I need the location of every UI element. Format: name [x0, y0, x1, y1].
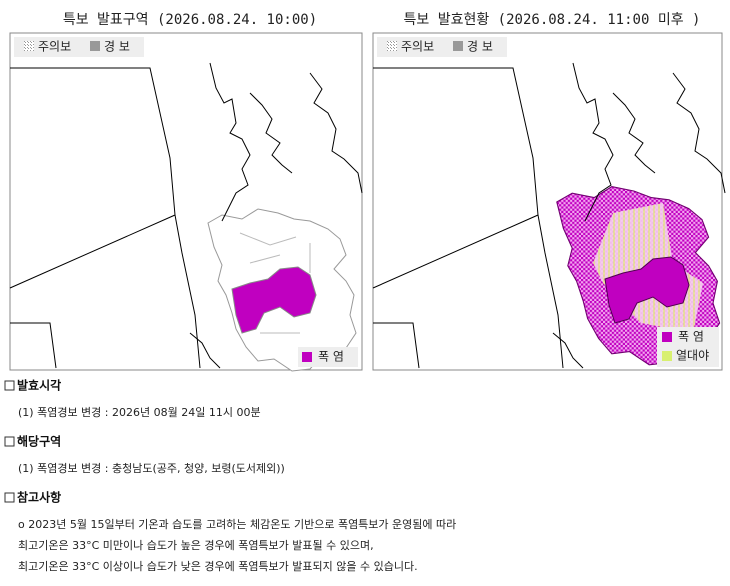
section-line: 최고기온은 33°C 이상이나 습도가 낮은 경우에 폭염특보가 발표되지 않을… — [18, 560, 418, 573]
box-marker — [4, 380, 15, 391]
map-title: 특보 발표구역 (2026.08.24. 10:00) — [63, 12, 317, 28]
box-marker — [4, 436, 15, 447]
sections: 발효시각 (1) 폭염경보 변경 : 2026년 08월 24일 11시 00분해… — [4, 378, 456, 573]
legend-text: 주의보 — [38, 40, 71, 54]
legend-text: 경 보 — [467, 40, 493, 54]
section-heading: 참고사항 — [17, 490, 61, 505]
section-line: 최고기온은 33°C 미만이나 습도가 높은 경우에 폭염특보가 발표될 수 있… — [18, 538, 374, 552]
section-heading: 발효시각 — [17, 378, 61, 393]
left-map: 주의보 경 보 폭 염 — [9, 32, 363, 372]
legend-text: 경 보 — [104, 40, 130, 54]
right-map: 주의보 경 보 폭 염 열대야 — [372, 32, 726, 371]
section-heading: 해당구역 — [17, 434, 61, 449]
legend-text: 열대야 — [676, 349, 709, 363]
map-title: 특보 발효현황 (2026.08.24. 11:00 미후 ) — [404, 12, 701, 28]
legend-text: 주의보 — [401, 40, 434, 54]
section-line: o 2023년 5월 15일부터 기온과 습도를 고려하는 체감온도 기반으로 … — [18, 517, 456, 531]
legend-text: 폭 염 — [318, 350, 344, 364]
section-line: (1) 폭염경보 변경 : 충청남도(공주, 청양, 보령(도서제외)) — [18, 462, 285, 475]
legend-text: 폭 염 — [678, 330, 704, 344]
box-marker — [4, 492, 15, 503]
section-line: (1) 폭염경보 변경 : 2026년 08월 24일 11시 00분 — [18, 405, 261, 419]
